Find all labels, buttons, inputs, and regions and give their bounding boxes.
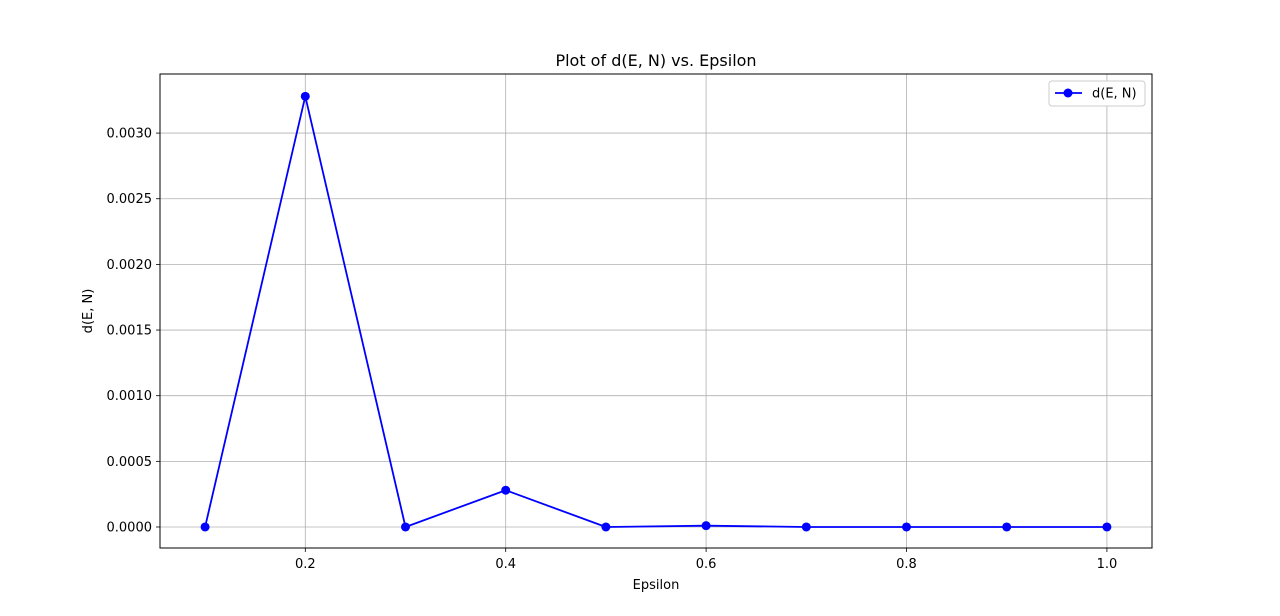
data-point: [1002, 522, 1012, 532]
y-tick-label: 0.0005: [107, 455, 153, 470]
chart-title: Plot of d(E, N) vs. Epsilon: [555, 51, 756, 70]
y-tick-label: 0.0030: [107, 127, 153, 142]
y-tick-label: 0.0000: [107, 520, 153, 535]
data-point: [1102, 522, 1112, 532]
series-layer: [200, 91, 1112, 532]
data-point: [300, 91, 310, 101]
plot-frame: [159, 73, 1153, 549]
y-axis-title: d(E, N): [81, 289, 96, 334]
legend-entry-label: d(E, N): [1092, 87, 1137, 102]
grid: [160, 74, 1152, 548]
legend-marker: [1063, 88, 1073, 98]
x-axis: 0.2 0.4 0.6 0.8 1.0: [295, 548, 1117, 572]
y-axis: 0.0000 0.0005 0.0010 0.0015 0.0020 0.0025 0.00…: [107, 127, 160, 535]
x-tick-label: 0.2: [295, 557, 316, 572]
x-tick-label: 1.0: [1097, 557, 1118, 572]
y-tick-label: 0.0025: [107, 192, 153, 207]
data-point: [200, 522, 210, 532]
x-tick-label: 0.4: [495, 557, 516, 572]
data-point: [501, 485, 511, 495]
y-tick-label: 0.0010: [107, 389, 153, 404]
data-point: [400, 522, 410, 532]
data-point: [801, 522, 811, 532]
y-tick-label: 0.0015: [107, 324, 153, 339]
x-tick-label: 0.6: [696, 557, 717, 572]
legend-box: [1048, 80, 1146, 107]
series-line: [204, 95, 1107, 528]
x-axis-title: Epsilon: [633, 578, 680, 593]
legend: d(E, N): [1048, 80, 1146, 107]
x-tick-label: 0.8: [896, 557, 917, 572]
data-point: [902, 522, 912, 532]
data-point: [601, 522, 611, 532]
data-point: [701, 521, 711, 531]
y-tick-label: 0.0020: [107, 258, 153, 273]
